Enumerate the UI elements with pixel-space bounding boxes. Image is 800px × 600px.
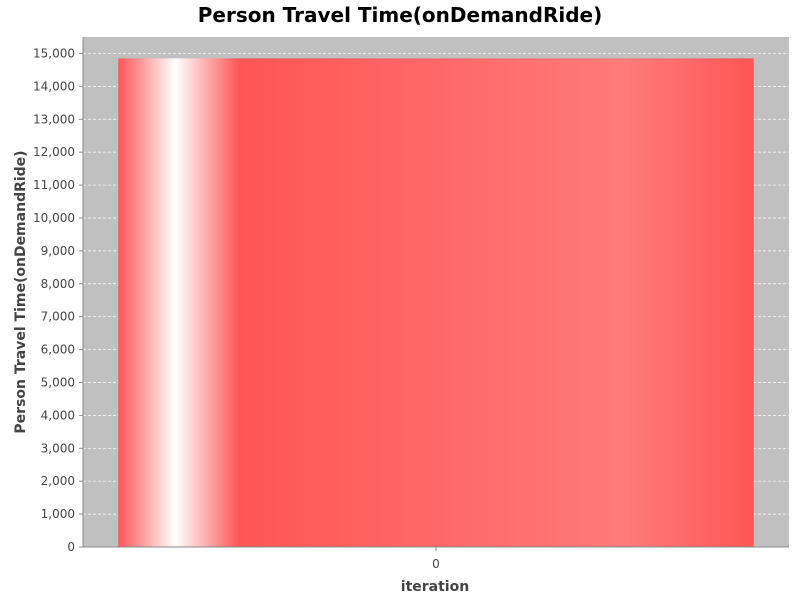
y-tick-label: 0 bbox=[67, 540, 75, 554]
y-tick-label: 4,000 bbox=[41, 408, 75, 422]
y-tick-label: 5,000 bbox=[41, 375, 75, 389]
y-tick-label: 10,000 bbox=[33, 211, 75, 225]
y-tick-label: 2,000 bbox=[41, 474, 75, 488]
y-tick-label: 12,000 bbox=[33, 145, 75, 159]
x-axis-ticks: 0 bbox=[432, 547, 440, 571]
y-tick-label: 11,000 bbox=[33, 178, 75, 192]
y-tick-label: 8,000 bbox=[41, 277, 75, 291]
chart-title: Person Travel Time(onDemandRide) bbox=[198, 3, 603, 27]
bar-iteration-0 bbox=[118, 58, 754, 548]
y-axis-ticks: 0 1,000 2,000 3,000 4,000 5,000 6,000 7,000 8,00… bbox=[33, 46, 83, 554]
y-tick-label: 6,000 bbox=[41, 343, 75, 357]
y-tick-label: 14,000 bbox=[33, 79, 75, 93]
y-tick-label: 15,000 bbox=[33, 46, 75, 60]
y-tick-label: 7,000 bbox=[41, 310, 75, 324]
x-axis-label: iteration bbox=[401, 579, 469, 595]
y-axis-label: Person Travel Time(onDemandRide) bbox=[13, 150, 29, 433]
y-tick-label: 1,000 bbox=[41, 507, 75, 521]
y-tick-label: 9,000 bbox=[41, 244, 75, 258]
x-tick-label: 0 bbox=[432, 557, 440, 571]
y-tick-label: 13,000 bbox=[33, 112, 75, 126]
y-tick-label: 3,000 bbox=[41, 441, 75, 455]
